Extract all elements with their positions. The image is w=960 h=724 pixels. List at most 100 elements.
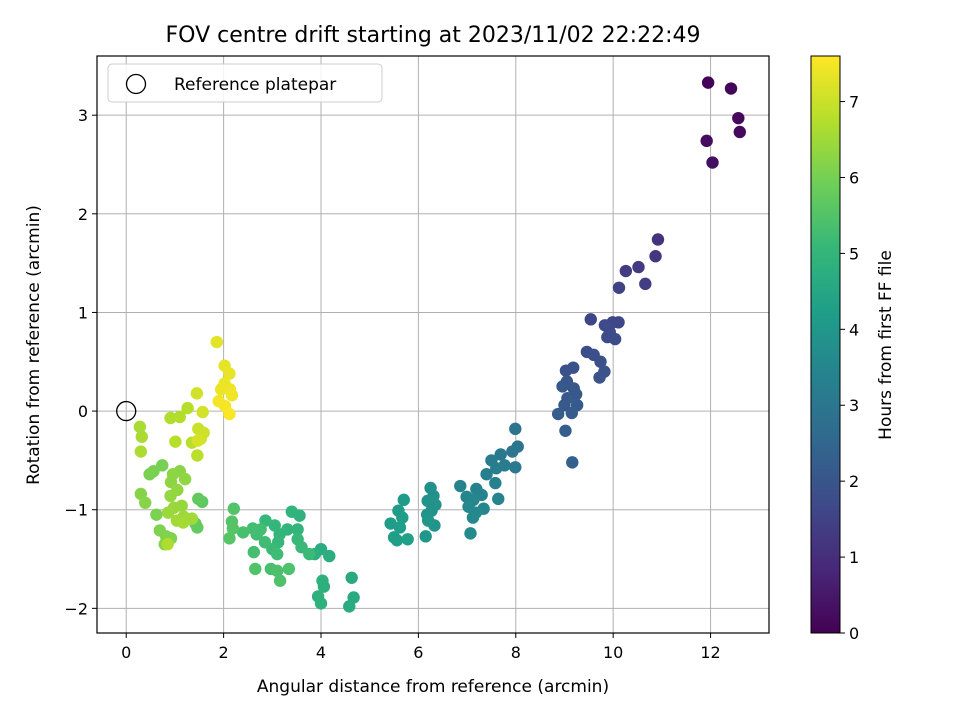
y-axis-label: Rotation from reference (arcmin) xyxy=(24,205,44,485)
data-point-132 xyxy=(164,489,177,503)
colorbar-tick-label-3: 3 xyxy=(849,396,859,415)
data-point-23 xyxy=(559,364,573,377)
data-point-142 xyxy=(134,445,148,458)
data-point-114 xyxy=(192,492,205,506)
data-point-77 xyxy=(343,600,356,613)
data-point-105 xyxy=(270,564,284,578)
data-point-160 xyxy=(214,383,228,396)
data-point-48 xyxy=(454,479,467,493)
y-axis-ticks: −2 −1 0 1 2 3 xyxy=(64,106,97,618)
y-tick-label-0: −2 xyxy=(64,599,88,618)
data-point-31 xyxy=(558,398,571,412)
colorbar-tick-label-2: 2 xyxy=(849,472,859,491)
data-point-144 xyxy=(164,411,177,425)
data-point-71 xyxy=(393,521,407,534)
data-point-107 xyxy=(273,574,287,587)
data-point-0 xyxy=(701,76,715,89)
data-point-57 xyxy=(464,527,477,540)
data-point-46 xyxy=(489,476,502,490)
x-tick-label-4: 8 xyxy=(511,643,521,662)
data-point-8 xyxy=(632,260,645,274)
data-point-98 xyxy=(258,536,272,549)
data-point-153 xyxy=(190,387,204,400)
data-point-90 xyxy=(268,519,281,532)
data-point-87 xyxy=(291,523,304,536)
data-point-14 xyxy=(612,316,625,329)
data-point-5 xyxy=(706,156,719,169)
data-point-75 xyxy=(345,571,358,584)
data-point-3 xyxy=(733,125,746,139)
data-point-45 xyxy=(480,468,493,481)
y-tick-label-4: 2 xyxy=(78,205,88,224)
data-point-158 xyxy=(223,367,236,380)
data-point-35 xyxy=(559,424,572,438)
data-point-147 xyxy=(169,435,182,448)
data-point-56 xyxy=(466,511,480,524)
data-point-18 xyxy=(608,332,622,346)
y-tick-label-1: −1 xyxy=(64,501,88,520)
colorbar-tick-label-4: 4 xyxy=(849,320,859,339)
data-point-165 xyxy=(223,407,236,421)
data-point-102 xyxy=(247,545,260,559)
legend-box xyxy=(107,63,383,103)
data-point-140 xyxy=(133,420,147,434)
data-point-36 xyxy=(566,456,579,469)
legend-label: Reference platepar xyxy=(174,75,336,95)
data-point-11 xyxy=(612,281,626,294)
data-point-154 xyxy=(196,405,209,419)
data-point-97 xyxy=(270,547,284,561)
data-point-126 xyxy=(139,496,152,510)
grid-lines xyxy=(97,56,769,633)
reference-marker xyxy=(116,400,137,422)
colorbar-tick-label-5: 5 xyxy=(849,244,859,263)
reference-platepar-marker xyxy=(116,400,137,422)
chart-title: FOV centre drift starting at 2023/11/02 … xyxy=(166,23,701,48)
y-tick-label-3: 1 xyxy=(78,303,88,322)
data-point-112 xyxy=(223,532,236,545)
data-point-143 xyxy=(161,538,174,551)
data-point-146 xyxy=(181,401,194,415)
data-point-79 xyxy=(323,549,336,563)
data-point-1 xyxy=(724,82,738,95)
x-axis-ticks: 0 2 4 6 8 10 12 xyxy=(121,633,721,662)
data-point-155 xyxy=(191,434,204,447)
colorbar xyxy=(810,55,841,634)
colorbar-tick-label-7: 7 xyxy=(849,93,859,112)
colorbar-tick-label-1: 1 xyxy=(849,548,859,567)
colorbar-label: Hours from first FF file xyxy=(876,250,896,440)
data-point-4 xyxy=(700,134,713,148)
data-point-145 xyxy=(173,410,186,424)
x-axis-label: Angular distance from reference (arcmin) xyxy=(257,677,609,697)
data-point-9 xyxy=(619,264,633,278)
data-point-139 xyxy=(176,516,190,529)
data-point-95 xyxy=(303,547,316,561)
data-point-70 xyxy=(384,517,397,530)
colorbar-ticks: 0 1 2 3 4 5 6 7 xyxy=(840,93,859,643)
data-point-101 xyxy=(246,522,260,535)
data-point-73 xyxy=(390,534,404,547)
data-points xyxy=(133,76,746,613)
data-point-21 xyxy=(594,355,607,368)
data-point-10 xyxy=(639,277,652,291)
y-tick-label-5: 3 xyxy=(78,106,88,125)
data-point-37 xyxy=(509,422,522,436)
data-point-33 xyxy=(565,406,578,420)
data-point-119 xyxy=(143,468,156,481)
colorbar-tick-label-0: 0 xyxy=(849,624,859,643)
colorbar-tick-label-6: 6 xyxy=(849,168,859,187)
data-point-82 xyxy=(317,580,331,593)
legend-open-circle-marker xyxy=(125,73,147,95)
data-point-50 xyxy=(492,492,505,506)
data-point-67 xyxy=(397,493,410,507)
data-point-7 xyxy=(649,250,662,263)
data-point-6 xyxy=(651,233,665,246)
data-point-156 xyxy=(210,335,223,349)
data-point-65 xyxy=(421,514,435,527)
data-point-135 xyxy=(161,506,175,519)
data-point-40 xyxy=(494,448,507,461)
data-point-25 xyxy=(593,371,606,384)
data-point-130 xyxy=(178,472,192,486)
y-tick-label-2: 0 xyxy=(78,402,88,421)
